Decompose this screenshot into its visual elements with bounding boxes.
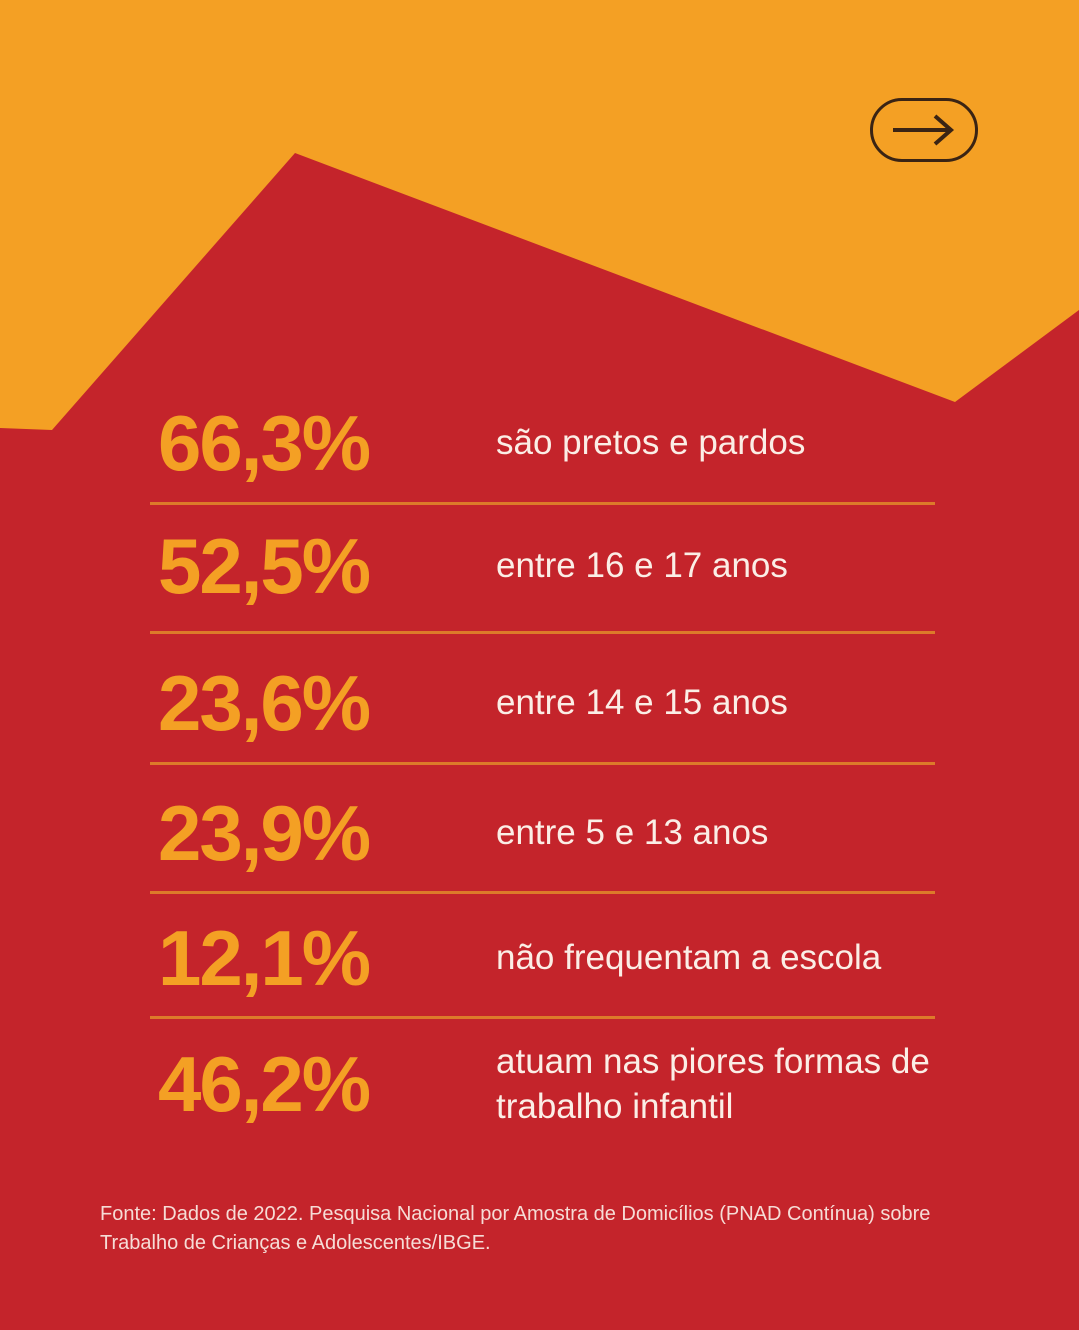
stat-value: 23,9% [158, 789, 371, 877]
stat-label: atuam nas piores formas de trabalho infa… [496, 1041, 930, 1127]
divider [150, 1016, 935, 1019]
stat-row: 52,5% entre 16 e 17 anos [158, 526, 978, 606]
arrow-right-icon [893, 114, 955, 146]
stat-value: 52,5% [158, 522, 371, 610]
stat-value: 12,1% [158, 914, 371, 1002]
stat-row: 66,3% são pretos e pardos [158, 403, 978, 483]
stat-label: são pretos e pardos [496, 423, 806, 463]
next-button[interactable] [870, 98, 978, 162]
stat-row: 12,1% não frequentam a escola [158, 918, 978, 998]
source-note: Fonte: Dados de 2022. Pesquisa Nacional … [100, 1203, 931, 1254]
stat-value: 66,3% [158, 399, 371, 487]
divider [150, 631, 935, 634]
stat-value: 23,6% [158, 659, 371, 747]
stat-label: entre 5 e 13 anos [496, 813, 769, 853]
orange-zigzag-shape [0, 0, 1079, 430]
stat-row: 46,2% atuam nas piores formas de trabalho… [158, 1038, 978, 1130]
divider [150, 502, 935, 505]
divider [150, 762, 935, 765]
stat-label: entre 16 e 17 anos [496, 546, 788, 586]
stat-value: 46,2% [158, 1040, 371, 1128]
stat-row: 23,6% entre 14 e 15 anos [158, 663, 978, 743]
stat-row: 23,9% entre 5 e 13 anos [158, 793, 978, 873]
stat-label: entre 14 e 15 anos [496, 683, 788, 723]
divider [150, 891, 935, 894]
stat-label: não frequentam a escola [496, 938, 882, 978]
